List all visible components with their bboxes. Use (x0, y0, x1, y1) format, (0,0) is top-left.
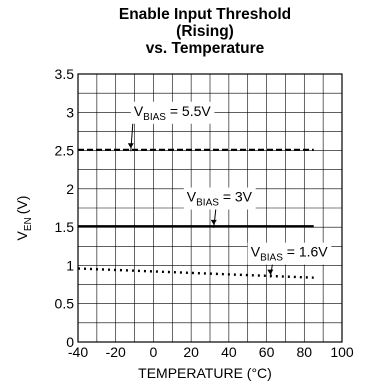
y-axis-title-unit: (V) (14, 196, 30, 215)
y-tick-label: 0.5 (55, 296, 75, 312)
series-label-2: VBIAS = 1.6V (251, 244, 329, 264)
y-tick-label: 3.5 (55, 66, 75, 82)
y-axis-title-main: V (14, 230, 30, 240)
y-axis-title: VEN (V) (14, 196, 34, 241)
series-label-0: VBIAS = 5.5V (134, 103, 212, 123)
y-axis-title-sub: EN (23, 217, 34, 231)
series-label-1: VBIAS = 3V (187, 189, 253, 209)
series-annotation-0: VBIAS = 5.5V (127, 101, 215, 152)
x-tick-label: 80 (296, 344, 312, 360)
y-tick-label: 3 (66, 104, 74, 120)
y-tick-label: 1 (66, 257, 74, 273)
series-label-bg-2 (247, 242, 332, 265)
series-arrow-1 (213, 209, 217, 228)
series-label-bg-0 (130, 101, 215, 124)
chart-title-line-3: vs. Temperature (146, 40, 265, 57)
x-tick-labels: -40 -20 0 20 40 60 80 100 (68, 344, 354, 360)
series-arrowhead-1 (210, 219, 217, 225)
series-line-2 (77, 267, 314, 279)
x-tick-label: -40 (68, 344, 88, 360)
plot-frame (77, 73, 343, 343)
x-tick-label: 20 (183, 344, 199, 360)
y-tick-label: 2 (66, 181, 74, 197)
y-tick-labels: 0 0.5 1 1.5 2 2.5 3 3.5 (55, 66, 75, 350)
y-tick-label: 1.5 (55, 219, 75, 235)
y-tick-label: 2.5 (55, 143, 75, 159)
x-tick-label: 60 (259, 344, 275, 360)
series-label-bg-1 (183, 187, 256, 210)
series-layer (77, 148, 314, 279)
x-tick-label: 40 (221, 344, 237, 360)
series-arrowhead-0 (127, 143, 134, 149)
series-annotation-1: VBIAS = 3V (183, 187, 256, 228)
chart-title-line-1: Enable Input Threshold (119, 6, 291, 23)
x-tick-label: 0 (150, 344, 158, 360)
x-tick-label: -20 (106, 344, 126, 360)
series-annotation-2: VBIAS = 1.6V (247, 242, 332, 278)
x-axis-title: TEMPERATURE (°C) (138, 365, 272, 381)
series-arrowhead-2 (267, 269, 274, 275)
chart-title-line-2: (Rising) (176, 23, 234, 40)
x-tick-label: 100 (330, 344, 354, 360)
annotations: VBIAS = 5.5V VBIAS = 3V VBIAS = 1.6V (127, 101, 332, 278)
y-tick-label: 0 (66, 334, 74, 350)
